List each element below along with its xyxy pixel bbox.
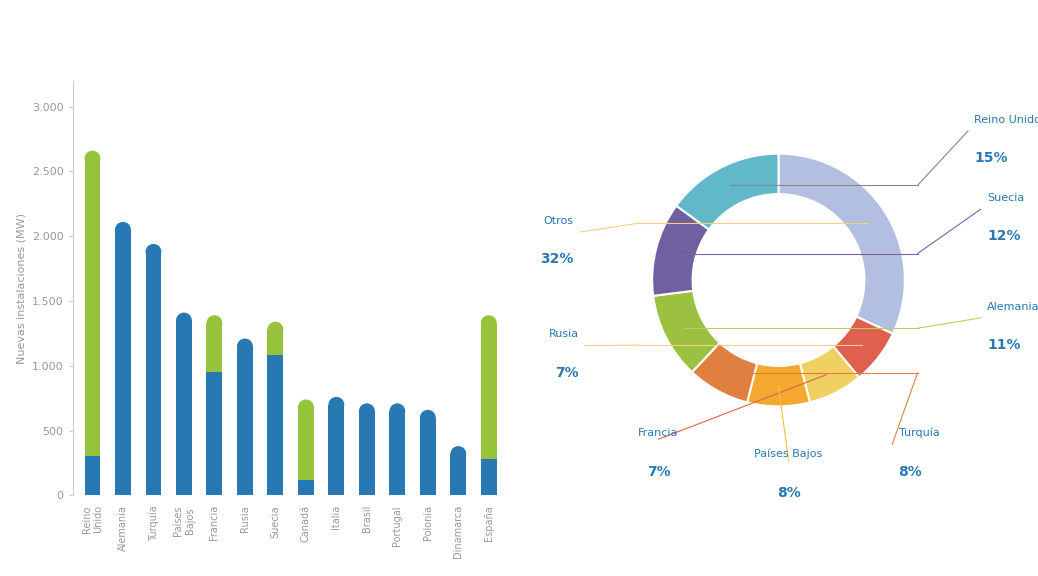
Bar — [268, 329, 283, 355]
Bar — [481, 323, 497, 459]
Bar — [389, 411, 405, 495]
Bar — [450, 454, 466, 495]
Ellipse shape — [389, 403, 405, 419]
Text: 15%: 15% — [975, 151, 1008, 165]
Bar — [359, 411, 375, 495]
Wedge shape — [692, 343, 757, 403]
Wedge shape — [800, 346, 859, 403]
Bar — [298, 407, 313, 480]
Ellipse shape — [450, 446, 466, 462]
Bar — [481, 459, 497, 495]
Wedge shape — [747, 363, 810, 407]
Ellipse shape — [115, 222, 131, 237]
Bar — [176, 320, 192, 495]
Ellipse shape — [237, 339, 253, 354]
Text: 8%: 8% — [776, 486, 800, 500]
Bar — [420, 418, 436, 495]
Wedge shape — [778, 154, 905, 334]
Text: Suecia: Suecia — [987, 193, 1025, 203]
Text: Rusia: Rusia — [549, 329, 579, 339]
Bar — [268, 355, 283, 495]
Ellipse shape — [207, 315, 222, 331]
Ellipse shape — [298, 400, 313, 415]
Text: 11%: 11% — [987, 338, 1020, 352]
Text: Francia: Francia — [638, 428, 679, 438]
Ellipse shape — [481, 315, 497, 331]
Text: 32%: 32% — [541, 252, 574, 266]
Wedge shape — [652, 206, 709, 296]
Bar — [298, 480, 313, 495]
Bar — [207, 323, 222, 372]
Bar — [84, 456, 101, 495]
Bar — [84, 158, 101, 456]
Ellipse shape — [420, 410, 436, 425]
Ellipse shape — [176, 313, 192, 328]
Text: Alemania: Alemania — [987, 302, 1038, 312]
Ellipse shape — [268, 321, 283, 337]
Text: Otros: Otros — [544, 215, 574, 226]
Bar — [328, 404, 345, 495]
Text: 7%: 7% — [647, 464, 671, 479]
Ellipse shape — [359, 403, 375, 419]
Ellipse shape — [328, 397, 345, 412]
Bar — [237, 346, 253, 495]
Text: Reino Unido: Reino Unido — [975, 115, 1038, 124]
Bar — [207, 372, 222, 495]
Bar — [145, 252, 161, 495]
Text: Países Bajos: Países Bajos — [755, 449, 823, 460]
Wedge shape — [677, 154, 778, 229]
Text: Turquía: Turquía — [899, 427, 939, 438]
Wedge shape — [653, 291, 719, 372]
Ellipse shape — [145, 244, 161, 259]
Text: 8%: 8% — [899, 464, 923, 479]
Ellipse shape — [84, 150, 101, 166]
Text: 12%: 12% — [987, 229, 1020, 244]
Wedge shape — [834, 317, 893, 377]
Bar — [115, 230, 131, 495]
Y-axis label: Nuevas instalaciones (MW): Nuevas instalaciones (MW) — [17, 213, 26, 363]
Text: 7%: 7% — [555, 366, 579, 380]
